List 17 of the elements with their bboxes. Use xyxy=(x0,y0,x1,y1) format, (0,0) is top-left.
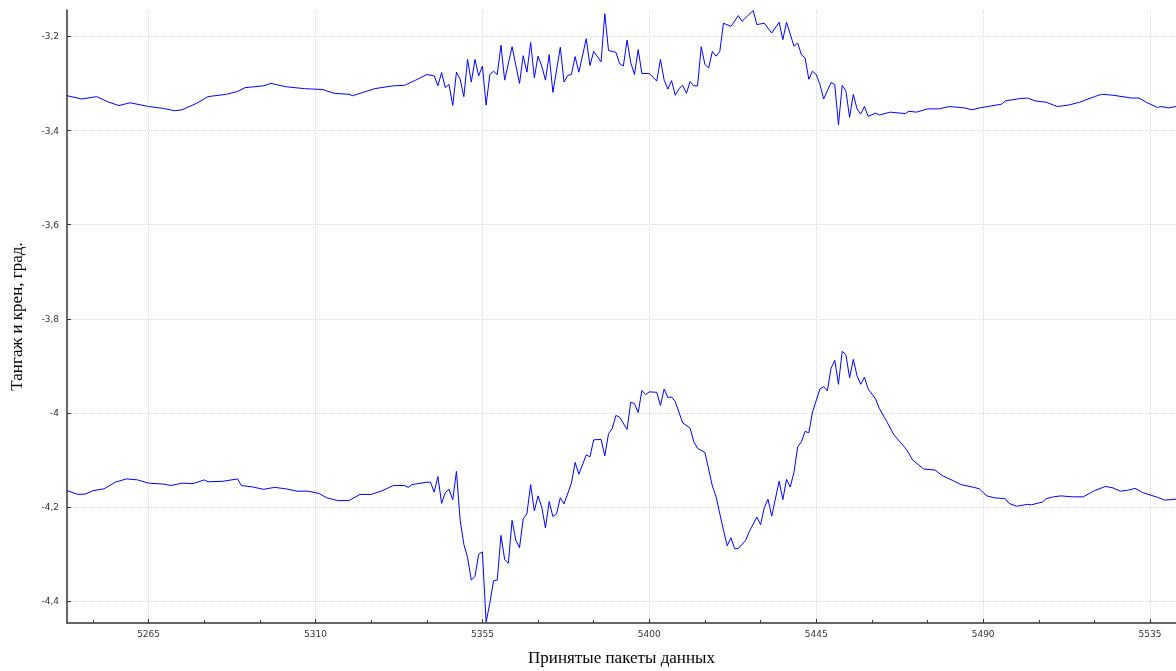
x-tick-label: 5400 xyxy=(637,628,662,639)
x-tick-label: 5355 xyxy=(470,628,494,639)
y-tick-label: -3,8 xyxy=(41,313,60,324)
y-tick-label: -3,2 xyxy=(41,31,59,42)
y-axis-title: Тангаж и крен, град. xyxy=(7,242,26,391)
y-tick-label: -4,2 xyxy=(41,502,59,513)
y-tick-label: -3,6 xyxy=(41,219,60,230)
x-tick-label: 5265 xyxy=(137,628,161,639)
x-axis-title: Принятые пакеты данных xyxy=(528,648,716,667)
x-tick-label: 5310 xyxy=(304,628,328,639)
y-tick-label: -4 xyxy=(50,408,60,419)
line-series xyxy=(66,9,1176,126)
y-tick-label: -4,4 xyxy=(41,596,60,607)
x-tick-label: 5535 xyxy=(1138,628,1162,639)
x-tick-label: 5445 xyxy=(804,628,828,639)
x-tick-label: 5490 xyxy=(971,628,995,639)
y-tick-label: -3,4 xyxy=(41,125,60,136)
